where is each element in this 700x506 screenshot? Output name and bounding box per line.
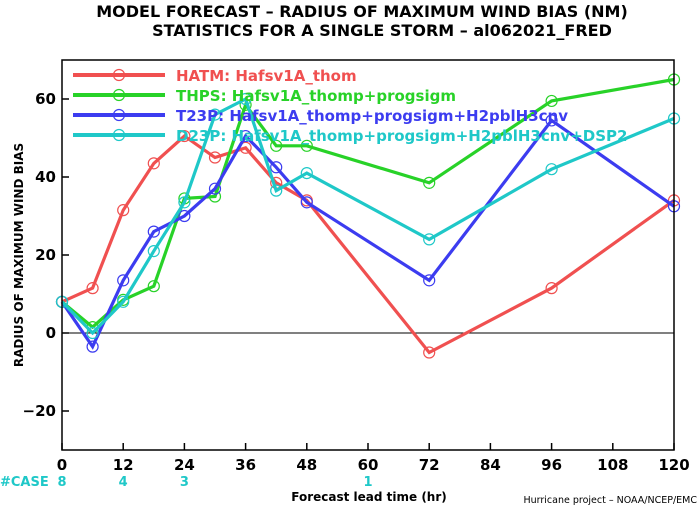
series-point [117,295,130,308]
series-point [86,340,99,353]
series-point [300,196,313,209]
legend-marker [112,68,126,82]
series-point [545,163,558,176]
series-point [423,274,436,287]
legend-item: HATM: Hafsv1A_thom [73,67,357,85]
series-point [239,129,252,143]
y-tick-label: −20 [23,402,56,420]
credit-text: Hurricane project – NOAA/NCEP/EMC [523,495,697,506]
x-tick-label: 36 [235,456,256,474]
legend-label: HATM: Hafsv1A_thom [176,67,357,85]
y-tick-label: 60 [35,90,56,108]
case-count-row: #CASE 8 4 3 1 [0,475,373,490]
x-tick-label: 0 [57,456,67,474]
series-point [545,94,558,108]
x-tick-label: 84 [480,456,501,474]
series-point [423,176,436,189]
legend-item: T23P: Hafsv1A_thomp+progsigm+H2pblH3cnv [73,107,568,125]
series-point [86,326,99,340]
legend-marker [112,108,126,122]
legend-item: THPS: Hafsv1A_thomp+progsigm [73,87,456,105]
y-tick-label: 40 [35,168,56,186]
ticks-layer: 0 12 24 36 48 60 72 84 96 108 120 −20 0 20 40 60 [23,90,690,474]
legend-label: THPS: Hafsv1A_thomp+progsigm [176,87,456,105]
y-tick-label: 20 [35,246,56,264]
x-tick-label: 24 [174,456,195,474]
case-count: 8 [57,475,66,490]
legend-marker [112,88,126,102]
series-point [178,129,191,143]
y-axis-label: RADIUS OF MAXIMUM WIND BIAS [12,143,26,367]
series-point [208,182,222,195]
y-tick-label: 0 [46,324,56,342]
legend-label: T23P: Hafsv1A_thomp+progsigm+H2pblH3cnv [176,107,568,125]
x-tick-label: 72 [419,456,440,474]
legend: HATM: Hafsv1A_thom THPS: Hafsv1A_thomp+pr… [73,67,627,145]
case-count: 1 [363,475,372,490]
chart-title: MODEL FORECAST – RADIUS OF MAXIMUM WIND … [96,2,628,21]
series-line [60,96,675,336]
series-point [208,151,222,164]
series-point [178,209,191,223]
x-tick-label: 12 [113,456,134,474]
series-point [423,233,436,246]
x-tick-label: 48 [296,456,317,474]
series-point [117,204,130,217]
legend-label: D23P: Hafsv1A_thomp+progsigm+H2pblH3cnv+… [176,127,627,145]
legend-item: D23P: Hafsv1A_thomp+progsigm+H2pblH3cnv+… [73,127,627,145]
series-point [423,346,436,359]
series-point [86,282,99,295]
series-point [147,245,160,258]
x-tick-label: 108 [597,456,628,474]
x-tick-label: 60 [358,456,379,474]
series-point [147,280,160,293]
case-count: 4 [119,475,128,490]
x-axis-label: Forecast lead time (hr) [291,490,447,504]
x-tick-label: 120 [658,456,689,474]
chart-subtitle: STATISTICS FOR A SINGLE STORM – al062021… [152,21,612,40]
series-point [545,282,558,295]
series-point [239,92,252,106]
series-point [208,108,222,121]
series-layer [55,73,681,359]
series-point [178,196,191,209]
series-4 [55,92,681,340]
series-3 [55,114,681,353]
series-line [60,118,675,350]
series-point [270,184,283,197]
case-label: #CASE [0,475,49,490]
series-point [208,190,222,203]
series-point [270,161,283,174]
series-point [117,274,130,287]
series-point [545,114,558,127]
x-tick-label: 96 [541,456,562,474]
series-point [147,157,160,170]
case-count: 3 [180,475,189,490]
series-point [270,139,283,152]
series-point [147,225,160,238]
series-point [300,139,313,152]
legend-marker [112,128,126,142]
series-point [300,167,313,180]
